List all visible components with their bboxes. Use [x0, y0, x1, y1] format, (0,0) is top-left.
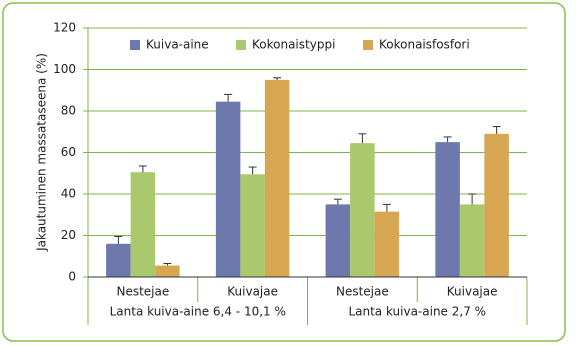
error-bar: [273, 77, 282, 80]
bar: [130, 172, 156, 277]
error-bar: [138, 165, 147, 173]
bar: [106, 243, 131, 277]
legend-swatch: [236, 40, 246, 50]
bar: [215, 101, 241, 277]
y-tick-label: 100: [53, 62, 76, 76]
x-tick-label: Kuivajae: [447, 285, 498, 299]
x-tick-label: Nestejae: [116, 285, 169, 299]
bar: [350, 143, 375, 277]
bar: [155, 265, 180, 277]
bar: [240, 174, 265, 277]
x-tick-label: Nestejae: [336, 285, 389, 299]
legend-swatch: [363, 40, 373, 50]
y-tick-label: 80: [61, 104, 76, 118]
error-bar: [382, 203, 391, 212]
bar: [459, 204, 485, 277]
group-label: Lanta kuiva-aine 2,7 %: [348, 305, 486, 319]
error-bar: [248, 166, 257, 175]
y-tick-label: 60: [61, 145, 76, 159]
error-bar: [358, 133, 367, 144]
error-bar: [333, 198, 342, 205]
y-tick-label: 40: [61, 187, 76, 201]
error-bar: [492, 126, 501, 134]
y-tick-label: 20: [61, 228, 76, 242]
bar: [484, 133, 509, 277]
y-tick-label: 120: [53, 21, 76, 35]
group-label: Lanta kuiva-aine 6,4 - 10,1 %: [110, 305, 286, 319]
error-bar: [163, 263, 172, 266]
error-bar: [114, 236, 123, 244]
x-tick-label: Kuivajae: [227, 285, 278, 299]
bar: [264, 79, 290, 277]
legend-label: Kokonaisfosfori: [379, 38, 470, 52]
error-bar: [224, 93, 233, 102]
y-axis-label: Jakautuminen massataseena (%): [35, 53, 49, 252]
legend-label: Kuiva-aine: [146, 38, 209, 52]
bar: [435, 142, 460, 277]
bar: [325, 204, 351, 277]
error-bar: [443, 136, 452, 143]
error-bar: [468, 193, 477, 205]
legend-label: Kokonaistyppi: [252, 38, 335, 52]
bar: [374, 211, 400, 277]
y-tick-label: 0: [68, 270, 76, 284]
legend-swatch: [130, 40, 140, 50]
